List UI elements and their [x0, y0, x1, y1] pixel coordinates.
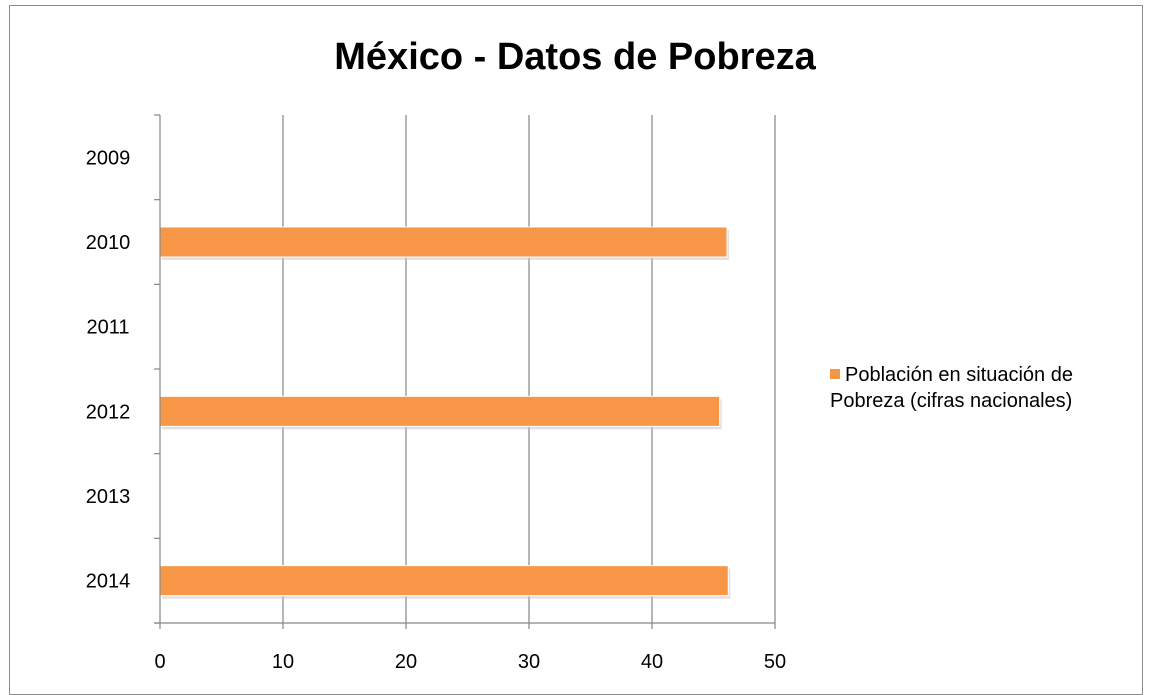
x-tick-label: 20	[395, 651, 417, 673]
y-tick-label: 2014	[86, 571, 131, 593]
legend-swatch	[830, 369, 840, 379]
bar	[159, 395, 721, 427]
legend-label: Población en situación de Pobreza (cifra…	[830, 364, 1073, 412]
axes	[154, 114, 775, 629]
y-tick-label: 2012	[86, 401, 131, 423]
chart-title: México - Datos de Pobreza	[334, 36, 816, 78]
y-tick-label: 2011	[86, 317, 129, 339]
bar	[159, 565, 729, 597]
x-tick-labels: 0 10 20 30 40 50	[154, 651, 786, 673]
x-tick-label: 0	[154, 651, 165, 673]
x-tick-label: 40	[641, 651, 663, 673]
legend: Población en situación de Pobreza (cifra…	[830, 362, 1150, 414]
y-tick-label: 2010	[86, 232, 131, 254]
x-tick-label: 10	[272, 651, 294, 673]
x-tick-label: 30	[518, 651, 540, 673]
y-tick-labels: 2009 2010 2011 2012 2013 2014	[86, 147, 131, 592]
x-tick-label: 50	[764, 651, 786, 673]
y-tick-label: 2009	[86, 147, 131, 169]
bar-series	[159, 226, 731, 599]
bar	[159, 226, 728, 258]
y-tick-label: 2013	[86, 486, 131, 508]
gridlines	[282, 115, 776, 629]
